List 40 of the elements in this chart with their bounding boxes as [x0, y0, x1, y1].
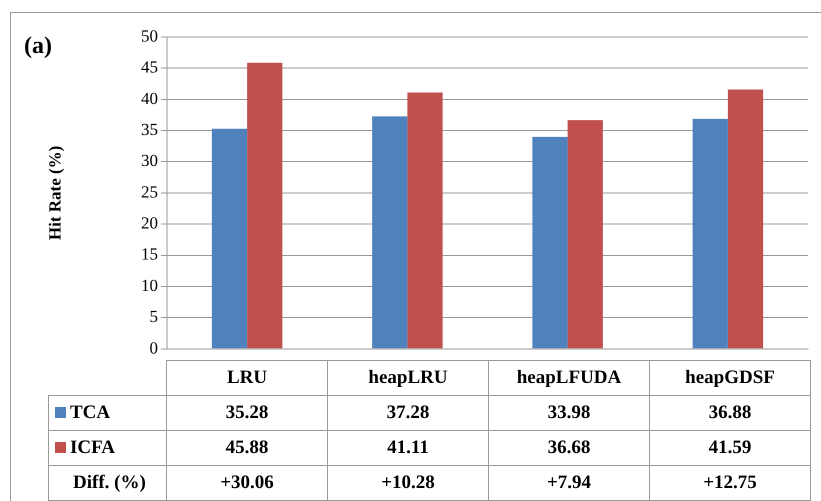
bar — [212, 128, 248, 348]
y-tick-label: 10 — [141, 276, 158, 295]
data-label: 33.98 — [488, 396, 650, 430]
y-tick-label: 40 — [141, 88, 158, 108]
bar — [728, 89, 764, 348]
x-tick-label: heapLFUDA — [488, 360, 650, 396]
y-tick-label: 45 — [141, 58, 158, 77]
legend-label: ICFA — [48, 430, 166, 466]
y-tick-label: 15 — [141, 244, 158, 264]
data-label: 35.28 — [166, 396, 328, 430]
text: +10.28 — [328, 466, 488, 500]
data-label: 36.88 — [650, 396, 810, 430]
text: +12.75 — [650, 466, 810, 500]
y-tick-label: 50 — [141, 26, 158, 46]
y-tick-label: 25 — [141, 182, 158, 202]
x-tick-label: heapGDSF — [650, 360, 810, 396]
bar — [247, 62, 282, 348]
data-label: 45.88 — [166, 430, 328, 466]
text: +30.06 — [166, 466, 328, 500]
text: Diff. (%) — [48, 466, 166, 500]
legend-label: TCA — [48, 396, 166, 430]
data-label: 41.11 — [328, 430, 488, 466]
bar — [568, 120, 603, 348]
bar — [692, 118, 728, 348]
y-tick-label: 30 — [141, 151, 158, 170]
data-label: 36.68 — [488, 430, 650, 466]
text: +7.94 — [488, 466, 650, 500]
x-tick-label: heapLRU — [328, 360, 488, 396]
y-tick-label: 20 — [141, 214, 158, 233]
bar — [407, 92, 443, 348]
y-tick-label: 35 — [141, 120, 158, 140]
y-tick-label: 0 — [150, 338, 158, 358]
y-tick-label: 5 — [150, 307, 158, 326]
y-axis-title: Hit Rate (%) — [46, 146, 65, 240]
data-label: 37.28 — [328, 396, 488, 430]
data-label: 41.59 — [650, 430, 810, 466]
bar — [532, 136, 568, 348]
x-tick-label: LRU — [166, 360, 328, 396]
chart-title: (a) — [24, 33, 52, 60]
bar — [372, 116, 408, 348]
